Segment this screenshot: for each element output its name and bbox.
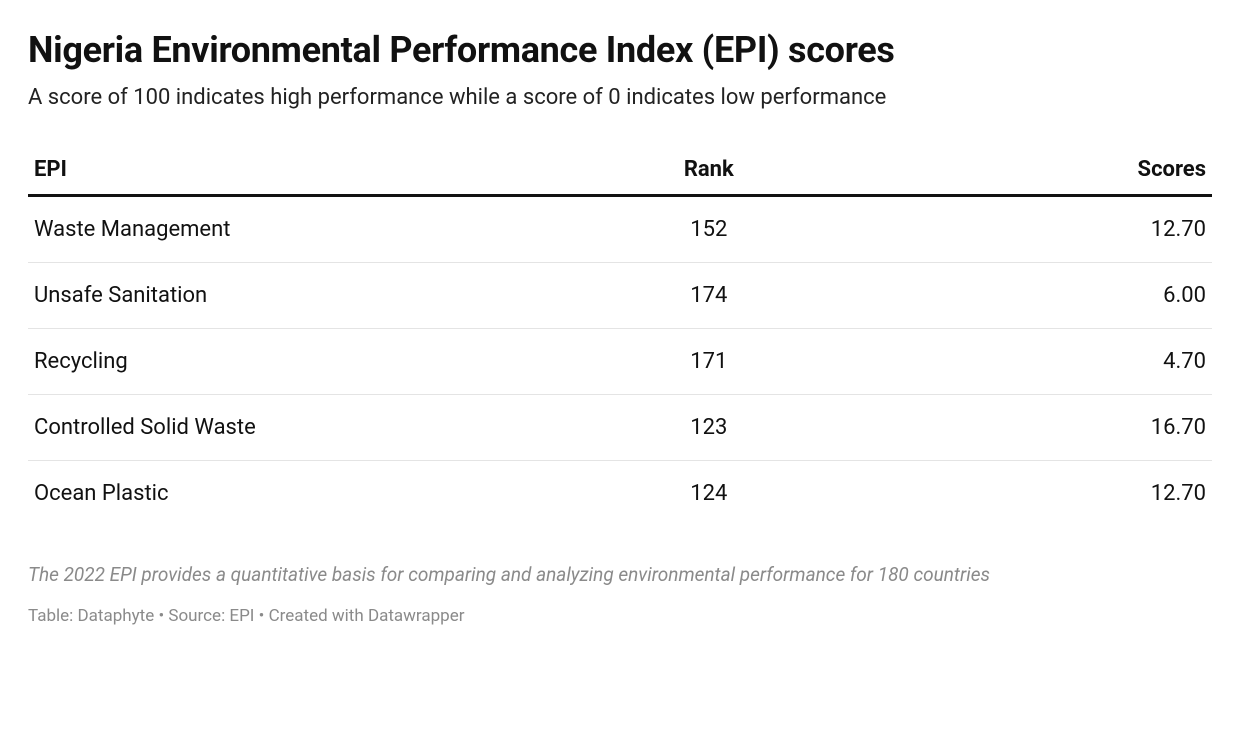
table-row: Unsafe Sanitation 174 6.00: [28, 262, 1212, 328]
cell-rank: 152: [608, 195, 809, 262]
table-header-row: EPI Rank Scores: [28, 147, 1212, 196]
cell-rank: 123: [608, 394, 809, 460]
col-header-scores[interactable]: Scores: [809, 147, 1212, 196]
cell-rank: 124: [608, 460, 809, 526]
table-row: Ocean Plastic 124 12.70: [28, 460, 1212, 526]
cell-rank: 174: [608, 262, 809, 328]
chart-subtitle: A score of 100 indicates high performanc…: [28, 83, 1212, 113]
cell-epi: Controlled Solid Waste: [28, 394, 608, 460]
table-row: Waste Management 152 12.70: [28, 195, 1212, 262]
cell-score: 12.70: [809, 195, 1212, 262]
cell-score: 6.00: [809, 262, 1212, 328]
table-row: Controlled Solid Waste 123 16.70: [28, 394, 1212, 460]
col-header-epi[interactable]: EPI: [28, 147, 608, 196]
cell-score: 12.70: [809, 460, 1212, 526]
cell-score: 16.70: [809, 394, 1212, 460]
cell-rank: 171: [608, 328, 809, 394]
chart-container: Nigeria Environmental Performance Index …: [0, 0, 1240, 626]
col-header-rank[interactable]: Rank: [608, 147, 809, 196]
cell-epi: Waste Management: [28, 195, 608, 262]
cell-epi: Recycling: [28, 328, 608, 394]
epi-table: EPI Rank Scores Waste Management 152 12.…: [28, 147, 1212, 526]
table-row: Recycling 171 4.70: [28, 328, 1212, 394]
footnote: The 2022 EPI provides a quantitative bas…: [28, 562, 1088, 588]
cell-score: 4.70: [809, 328, 1212, 394]
credit-line: Table: Dataphyte • Source: EPI • Created…: [28, 606, 1212, 626]
cell-epi: Unsafe Sanitation: [28, 262, 608, 328]
chart-title: Nigeria Environmental Performance Index …: [28, 28, 1212, 73]
cell-epi: Ocean Plastic: [28, 460, 608, 526]
